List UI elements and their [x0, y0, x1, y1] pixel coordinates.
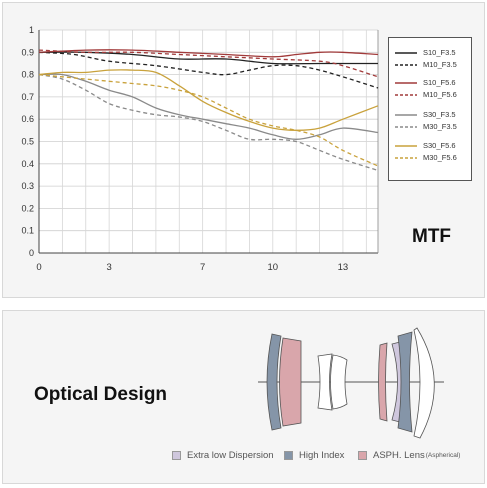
- optical-design-title: Optical Design: [34, 384, 168, 405]
- x-tick-label: 10: [268, 262, 279, 273]
- legend-item: S10_F5.6: [395, 77, 456, 88]
- y-tick-label: 0.8: [21, 70, 34, 80]
- legend-line-swatch: [395, 81, 417, 84]
- legend-item: M30_F3.5: [395, 121, 457, 132]
- legend-label: M10_F5.6: [423, 90, 457, 99]
- asph-swatch: [358, 451, 367, 460]
- x-tick-label: 7: [200, 262, 205, 273]
- legend-high-index: High Index: [284, 450, 344, 461]
- series-line-s30-f3-5: [38, 73, 379, 140]
- legend-item: S30_F5.6: [395, 140, 456, 151]
- series-line-m30-f3-5: [38, 73, 379, 172]
- legend-item: M10_F5.6: [395, 89, 457, 100]
- legend-asph-lens: ASPH. Lens (Aspherical): [358, 450, 460, 461]
- legend-line-swatch: [395, 144, 417, 147]
- y-tick-label: 1: [29, 25, 34, 35]
- y-tick-label: 0.7: [21, 92, 34, 102]
- legend-item: S30_F3.5: [395, 109, 456, 120]
- legend-label: S10_F5.6: [423, 78, 456, 87]
- y-tick-label: 0.4: [21, 159, 34, 169]
- legend-note: (Aspherical): [425, 452, 461, 459]
- legend-line-swatch: [395, 156, 417, 159]
- legend-label: M30_F5.6: [423, 153, 457, 162]
- legend-line-swatch: [395, 93, 417, 96]
- series-line-s30-f5-6: [38, 69, 379, 131]
- chart-legend: S10_F3.5 M10_F3.5 S10_F5.6 M10_F5.6 S30_F3.5…: [388, 37, 472, 181]
- y-tick-label: 0.6: [21, 114, 34, 124]
- y-tick-label: 0.9: [21, 47, 34, 57]
- legend-label: S10_F3.5: [423, 48, 456, 57]
- high-index-swatch: [284, 451, 293, 460]
- legend-label: M30_F3.5: [423, 122, 457, 131]
- y-tick-label: 0.2: [21, 203, 34, 213]
- y-tick-label: 0.1: [21, 226, 34, 236]
- y-tick-label: 0: [29, 248, 34, 258]
- legend-extra-low-dispersion: Extra low Dispersion: [172, 450, 274, 461]
- x-tick-label: 13: [338, 262, 349, 273]
- legend-line-swatch: [395, 51, 417, 54]
- y-tick-label: 0.3: [21, 181, 34, 191]
- legend-label: S30_F5.6: [423, 141, 456, 150]
- series-line-s10-f5-6: [38, 49, 379, 58]
- mtf-chart: 00.10.20.30.40.50.60.70.80.910 3 7 10 13: [21, 25, 379, 273]
- legend-label: M10_F3.5: [423, 60, 457, 69]
- legend-item: M30_F5.6: [395, 152, 457, 163]
- series-line-m10-f5-6: [38, 49, 379, 78]
- x-tick-label: 3: [106, 262, 111, 273]
- x-tick-label: 0: [36, 262, 41, 273]
- y-tick-label: 0.5: [21, 137, 34, 147]
- legend-item: S10_F3.5: [395, 47, 456, 58]
- chart-title: MTF: [412, 226, 452, 247]
- ed-swatch: [172, 451, 181, 460]
- legend-label: Extra low Dispersion: [187, 450, 274, 461]
- series-line-s10-f3-5: [38, 51, 378, 65]
- legend-line-swatch: [395, 113, 417, 116]
- legend-label: S30_F3.5: [423, 110, 456, 119]
- legend-line-swatch: [395, 63, 417, 66]
- legend-item: M10_F3.5: [395, 59, 457, 70]
- legend-line-swatch: [395, 125, 417, 128]
- legend-label: ASPH. Lens: [373, 450, 425, 461]
- legend-label: High Index: [299, 450, 345, 461]
- series-line-m30-f5-6: [38, 73, 379, 167]
